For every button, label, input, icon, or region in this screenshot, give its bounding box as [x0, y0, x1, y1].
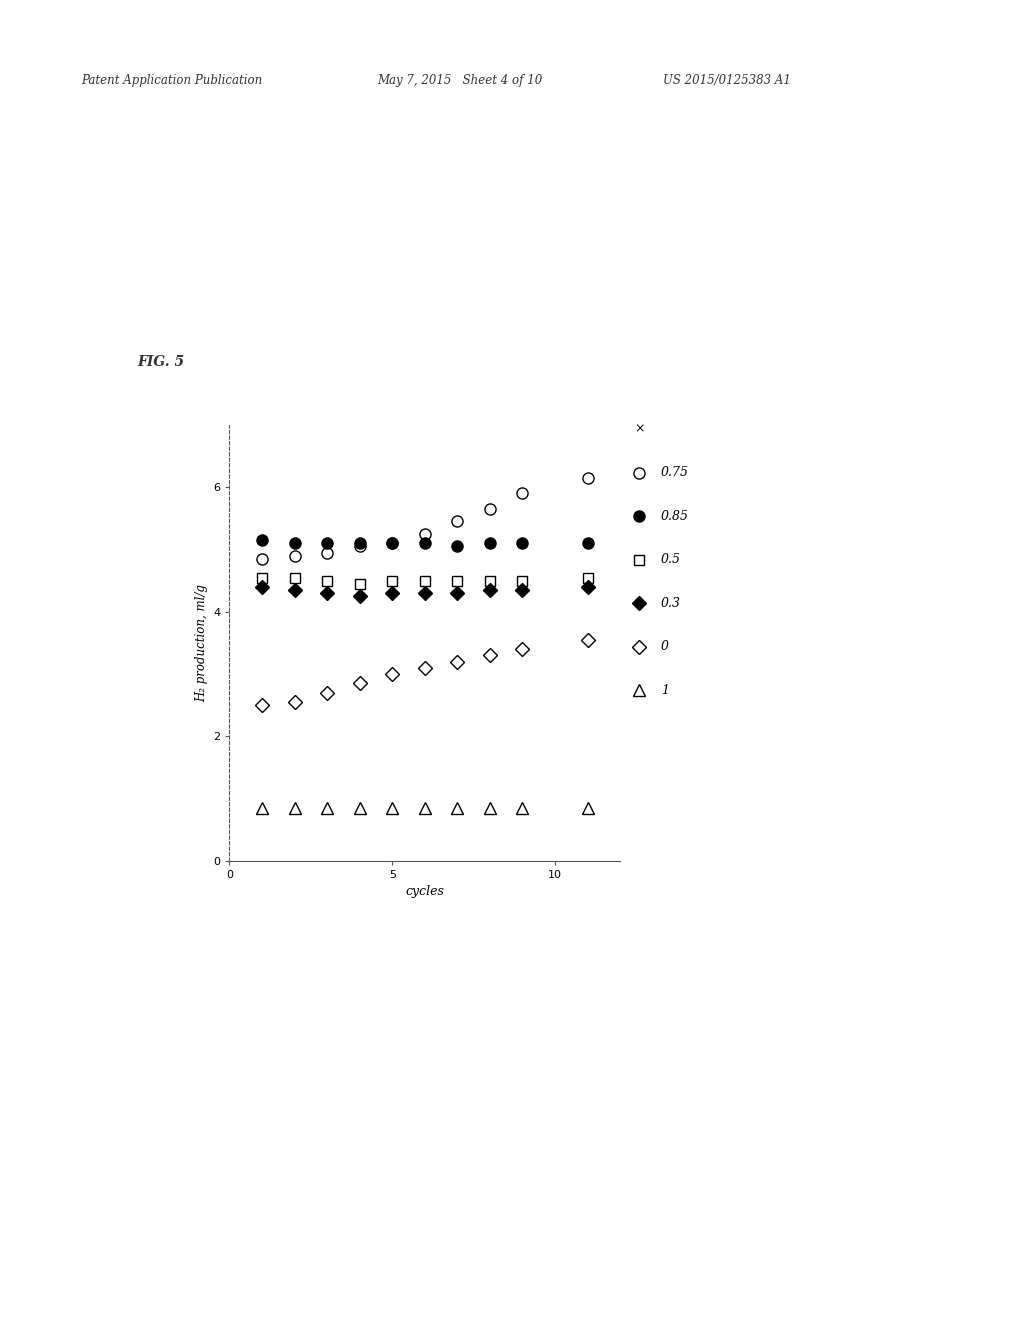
Text: 1: 1 [660, 684, 668, 697]
Text: 0.5: 0.5 [660, 553, 681, 566]
Text: 0: 0 [660, 640, 668, 653]
Text: ×: × [634, 422, 644, 436]
Text: 0.75: 0.75 [660, 466, 688, 479]
Text: May 7, 2015   Sheet 4 of 10: May 7, 2015 Sheet 4 of 10 [377, 74, 542, 87]
Text: FIG. 5: FIG. 5 [138, 355, 184, 370]
Y-axis label: H₂ production, ml/g: H₂ production, ml/g [195, 583, 208, 702]
Text: Patent Application Publication: Patent Application Publication [82, 74, 263, 87]
Text: US 2015/0125383 A1: US 2015/0125383 A1 [662, 74, 790, 87]
Text: 0.3: 0.3 [660, 597, 681, 610]
X-axis label: cycles: cycles [405, 886, 444, 898]
Text: 0.85: 0.85 [660, 510, 688, 523]
